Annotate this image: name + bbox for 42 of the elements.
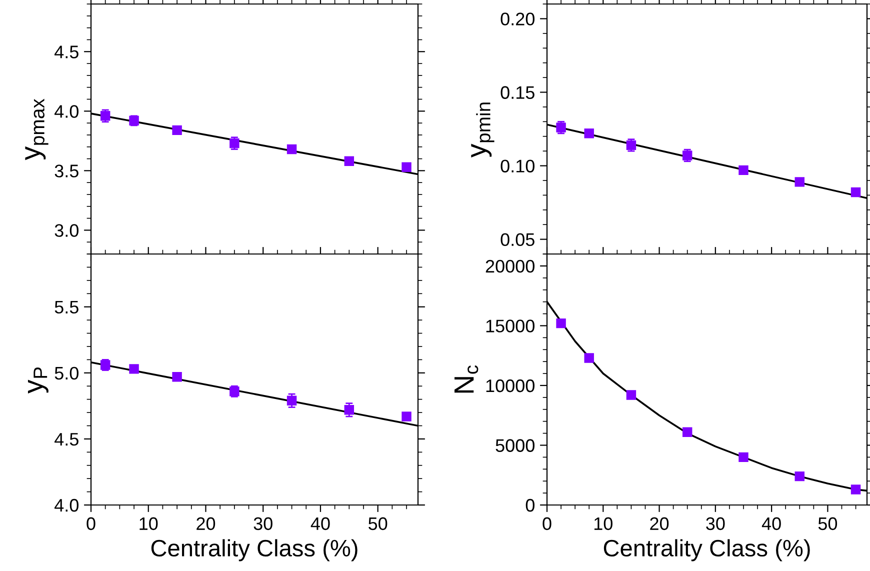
point: [626, 390, 636, 400]
x-tick-label: 40: [762, 517, 781, 530]
x-tick-label: 10: [594, 517, 612, 530]
x-axis-title: Centrality Class (%): [604, 539, 810, 562]
point: [584, 353, 594, 363]
y-tick-label: 5.0: [54, 366, 78, 380]
y-axis-title: y$_{pmax}$: [25, 98, 48, 160]
x-tick-label: 10: [140, 517, 158, 530]
x-tick-label: 30: [706, 517, 725, 530]
point: [556, 122, 566, 132]
y-tick-label: 10000: [486, 379, 534, 392]
x-tick-label: 30: [254, 517, 272, 530]
point: [794, 471, 804, 482]
point: [738, 452, 748, 462]
point: [850, 484, 861, 494]
y-tick-label: 4.5: [54, 46, 78, 58]
y-tick-label: 4.0: [54, 105, 78, 118]
y-tick-label: 0.20: [500, 12, 534, 26]
x-tick-label: 20: [196, 517, 216, 530]
y-tick-label: 4.5: [54, 433, 78, 446]
x-tick-label: 0: [542, 517, 552, 530]
y-tick-label: 4.0: [54, 498, 78, 512]
y-tick-label: 20000: [486, 260, 534, 273]
y-tick-label: 0.10: [500, 160, 534, 172]
y-axis-title: y$_{P}$: [28, 367, 48, 394]
x-axis-title: Centrality Class (%): [151, 539, 358, 562]
x-tick-label: 40: [310, 517, 330, 530]
y-tick-label: 15000: [486, 320, 534, 332]
y-tick-label: 3.0: [54, 224, 78, 237]
y-tick-label: 0: [526, 498, 534, 512]
x-tick-label: 50: [818, 517, 838, 530]
x-tick-label: 20: [650, 517, 669, 530]
y-axis-title: N$_{c}$: [454, 365, 478, 393]
y-tick-label: 0.05: [500, 233, 534, 246]
x-tick-label: 50: [368, 517, 388, 530]
x-tick-label: 0: [86, 517, 96, 530]
y-tick-label: 3.5: [54, 164, 78, 178]
point: [682, 427, 692, 437]
y-axis-title: y$_{pmin}$: [471, 102, 494, 158]
y-tick-label: 5000: [496, 439, 534, 452]
y-tick-label: 0.15: [500, 86, 534, 99]
y-tick-label: 5.5: [54, 300, 78, 314]
